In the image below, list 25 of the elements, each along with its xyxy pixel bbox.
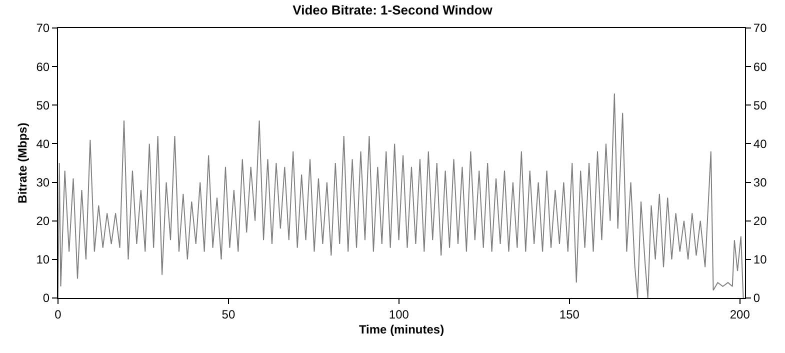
y2-tick-label: 60 [753,60,768,74]
y2-tick-label: 50 [753,98,768,112]
y2-tick-label: 30 [753,175,768,190]
x-tick-label: 100 [388,307,410,322]
y-tick-label: 20 [36,214,50,228]
y-tick-label: 10 [36,252,50,267]
y2-tick-label: 10 [753,252,768,267]
y2-tick-label: 0 [753,291,760,306]
x-tick-label: 200 [730,307,750,322]
y-tick-label: 30 [36,175,50,190]
x-axis-title: Time (minutes) [358,322,444,336]
y2-tick-label: 20 [753,214,768,228]
line-series [58,93,744,298]
y-tick-label: 40 [36,136,50,151]
y2-tick-label: 70 [753,21,768,36]
x-tick-label: 150 [559,307,580,322]
y-axis-title: Bitrate (Mbps) [16,122,30,204]
y-tick-label: 60 [36,60,50,74]
x-tick-label: 0 [54,307,62,322]
y-tick-label: 0 [42,291,50,306]
y2-tick-label: 40 [753,136,768,151]
y-tick-label: 50 [36,98,50,112]
chart-title: Video Bitrate: 1-Second Window [292,2,494,18]
x-tick-label: 50 [222,307,236,322]
y-tick-label: 70 [36,21,50,36]
